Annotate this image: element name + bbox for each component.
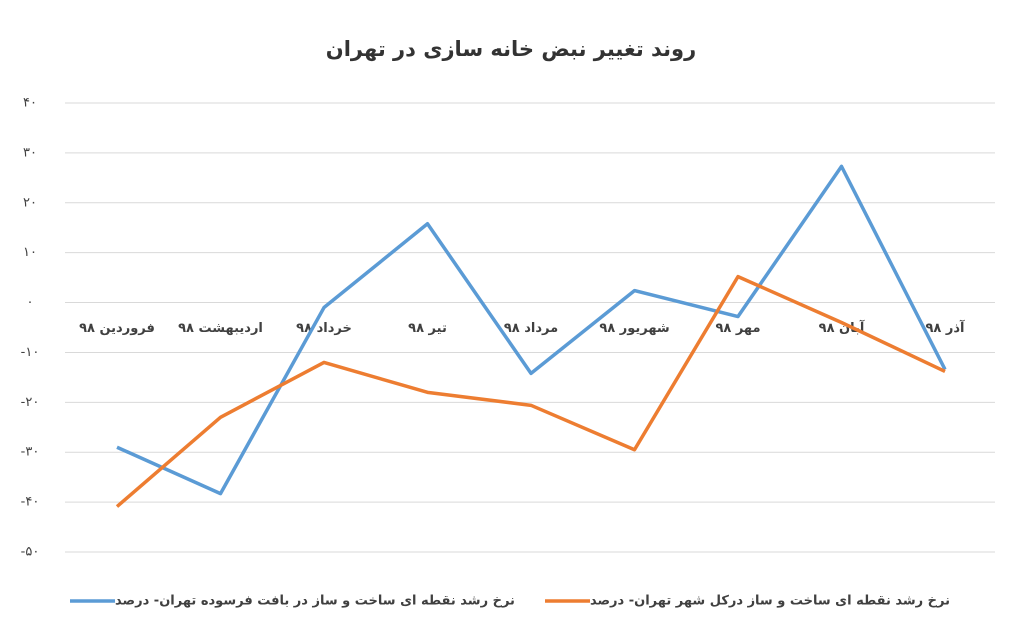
x-tick-label: فروردین ۹۸ bbox=[79, 321, 155, 336]
x-tick-label: شهریور ۹۸ bbox=[599, 321, 669, 336]
y-tick-label: -۲۰ bbox=[21, 395, 40, 410]
chart-title: روند تغییر نبض خانه سازی در تهران bbox=[326, 37, 696, 61]
x-tick-label: خرداد ۹۸ bbox=[296, 321, 352, 336]
series-line bbox=[115, 274, 946, 508]
y-tick-label: -۵۰ bbox=[21, 545, 40, 560]
y-tick-label: -۳۰ bbox=[21, 445, 40, 460]
y-tick-label: ۳۰ bbox=[23, 145, 37, 160]
y-tick-label: ۱۰ bbox=[23, 245, 37, 260]
y-tick-label: -۴۰ bbox=[21, 495, 40, 510]
x-tick-label: آبان ۹۸ bbox=[819, 319, 865, 336]
legend-label: نرخ رشد نقطه ای ساخت و ساز در بافت فرسود… bbox=[115, 594, 515, 609]
x-tick-label: مرداد ۹۸ bbox=[504, 321, 558, 336]
x-tick-label: تیر ۹۸ bbox=[408, 321, 447, 336]
series-line bbox=[116, 164, 947, 496]
x-tick-label: مهر ۹۸ bbox=[715, 321, 760, 336]
y-tick-label: ۴۰ bbox=[23, 96, 37, 111]
y-tick-label: ۲۰ bbox=[23, 195, 37, 210]
x-tick-label: اردیبهشت ۹۸ bbox=[178, 321, 263, 336]
y-tick-label: -۱۰ bbox=[21, 345, 40, 360]
x-tick-label: آذر ۹۸ bbox=[925, 319, 965, 336]
legend-label: نرخ رشد نقطه ای ساخت و ساز درکل شهر تهرا… bbox=[590, 594, 950, 609]
y-tick-label: ۰ bbox=[27, 295, 34, 310]
